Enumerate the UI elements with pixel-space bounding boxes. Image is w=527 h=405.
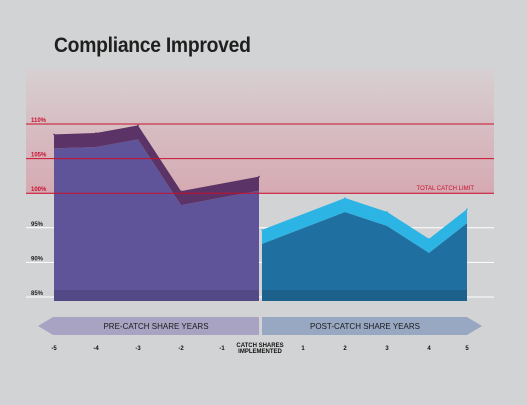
x-tick-label: -2 (178, 346, 184, 352)
area-series-post (262, 212, 467, 301)
area-series-pre (54, 139, 259, 301)
x-tick-label: -3 (135, 346, 141, 352)
data-point (95, 132, 97, 134)
limit-label: TOTAL CATCH LIMIT (417, 186, 475, 192)
x-tick-label: -1 (219, 346, 225, 352)
y-tick-label: 110% (31, 118, 47, 124)
y-tick-label: 95% (31, 222, 44, 228)
area-base-pre (54, 290, 259, 301)
x-tick-label: -4 (93, 346, 99, 352)
data-point (344, 197, 346, 199)
data-point (428, 238, 430, 240)
y-tick-label: 90% (31, 256, 44, 262)
post-arrow-label: POST-CATCH SHARE YEARS (310, 322, 420, 331)
pre-arrow-label: PRE-CATCH SHARE YEARS (103, 322, 208, 331)
divider-label-line1: CATCH SHARES (236, 343, 283, 349)
data-point (386, 211, 388, 213)
y-tick-label: 105% (31, 153, 47, 159)
data-point (261, 229, 263, 231)
x-tick-label: 3 (385, 346, 389, 352)
x-tick-label: -5 (51, 346, 57, 352)
data-point (258, 175, 260, 178)
y-tick-label: 100% (31, 187, 47, 193)
x-tick-label: 4 (427, 346, 431, 352)
data-point (53, 133, 55, 136)
post-arrow (262, 317, 482, 335)
area-series-top-pre (54, 125, 259, 206)
area-base-post (262, 290, 467, 301)
area-series-top-post (262, 198, 467, 253)
data-point (466, 208, 468, 210)
y-tick-label: 85% (31, 291, 44, 297)
chart-title: Compliance Improved (54, 34, 251, 57)
x-tick-label: 1 (301, 346, 305, 352)
x-tick-label: 5 (465, 346, 469, 352)
data-point (180, 190, 182, 192)
divider-label-line2: IMPLEMENTED (238, 349, 282, 355)
pre-arrow (38, 317, 259, 335)
x-tick-label: 2 (343, 346, 347, 352)
data-point (137, 124, 139, 127)
